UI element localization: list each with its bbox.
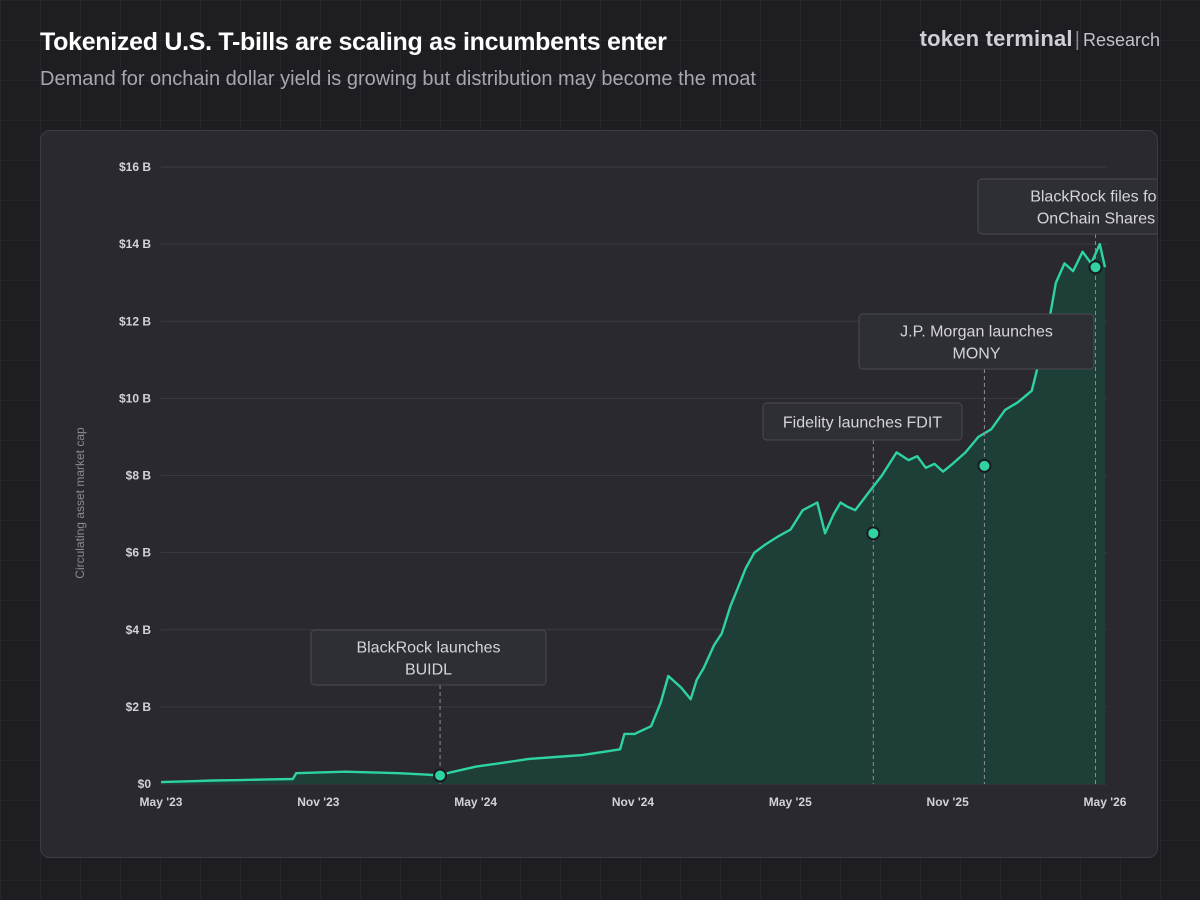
y-tick-label: $4 B	[126, 623, 152, 637]
x-tick-label: May '24	[454, 795, 497, 809]
brand-suffix: Research	[1082, 30, 1160, 50]
annotation-label: OnChain Shares	[1037, 211, 1155, 228]
annotation-label: Fidelity launches FDIT	[783, 415, 942, 432]
annotation-marker	[433, 768, 448, 783]
page-title: Tokenized U.S. T-bills are scaling as in…	[40, 28, 667, 56]
x-tick-label: May '25	[769, 795, 812, 809]
y-tick-label: $12 B	[119, 314, 151, 328]
y-tick-label: $16 B	[119, 160, 151, 174]
annotation-marker	[1088, 260, 1103, 275]
x-tick-label: Nov '25	[927, 795, 970, 809]
y-tick-label: $0	[138, 777, 152, 791]
x-tick-label: May '23	[140, 795, 183, 809]
annotation-marker	[866, 526, 881, 541]
x-axis-ticks: May '23 Nov '23 May '24 Nov '24 May '25 Nov '…	[140, 795, 1127, 809]
series-line	[160, 242, 1107, 784]
y-tick-label: $10 B	[119, 391, 151, 405]
annotation-label: MONY	[953, 346, 1001, 363]
y-tick-label: $14 B	[119, 237, 151, 251]
y-tick-label: $6 B	[126, 546, 152, 560]
brand-separator: |	[1074, 29, 1080, 51]
annotation-box	[762, 402, 963, 441]
annotation-callout: Fidelity launches FDIT	[762, 402, 963, 441]
annotation-label: BUIDL	[405, 662, 452, 679]
page-subtitle: Demand for onchain dollar yield is growi…	[40, 68, 756, 90]
chart-panel: $0 $2 B $4 B $6 B $8 B $10 B $12 B $14 B $16 B M…	[40, 130, 1158, 858]
annotation-box	[977, 178, 1157, 235]
x-tick-label: Nov '24	[612, 795, 655, 809]
annotation-box	[858, 313, 1095, 370]
annotation-label: BlackRock launches	[356, 640, 500, 657]
brand-logo: token terminal | Research	[920, 26, 1160, 52]
y-axis-title: Circulating asset market cap	[73, 427, 87, 579]
annotation-label: BlackRock files for	[1030, 189, 1157, 206]
series-area	[161, 244, 1105, 785]
annotation-marker	[977, 458, 992, 473]
annotation-callout: BlackRock launches BUIDL	[310, 629, 547, 686]
annotation-markers	[433, 260, 1103, 783]
annotation-leaders	[439, 234, 1097, 784]
annotations: BlackRock launches BUIDL Fidelity launches…	[310, 178, 1157, 686]
annotation-label: J.P. Morgan launches	[900, 324, 1053, 341]
annotation-callout: J.P. Morgan launches MONY	[858, 313, 1095, 370]
y-axis-ticks: $0 $2 B $4 B $6 B $8 B $10 B $12 B $14 B $16 B	[119, 160, 151, 791]
y-tick-label: $8 B	[126, 469, 152, 483]
x-tick-label: Nov '23	[297, 795, 340, 809]
chart: $0 $2 B $4 B $6 B $8 B $10 B $12 B $14 B $16 B M…	[73, 160, 1157, 809]
area-layer	[160, 242, 1107, 785]
y-tick-label: $2 B	[126, 700, 152, 714]
annotation-box	[310, 629, 547, 686]
brand-name: token terminal	[919, 26, 1073, 51]
annotation-callout: BlackRock files for OnChain Shares	[977, 178, 1157, 235]
x-tick-label: May '26	[1084, 795, 1127, 809]
